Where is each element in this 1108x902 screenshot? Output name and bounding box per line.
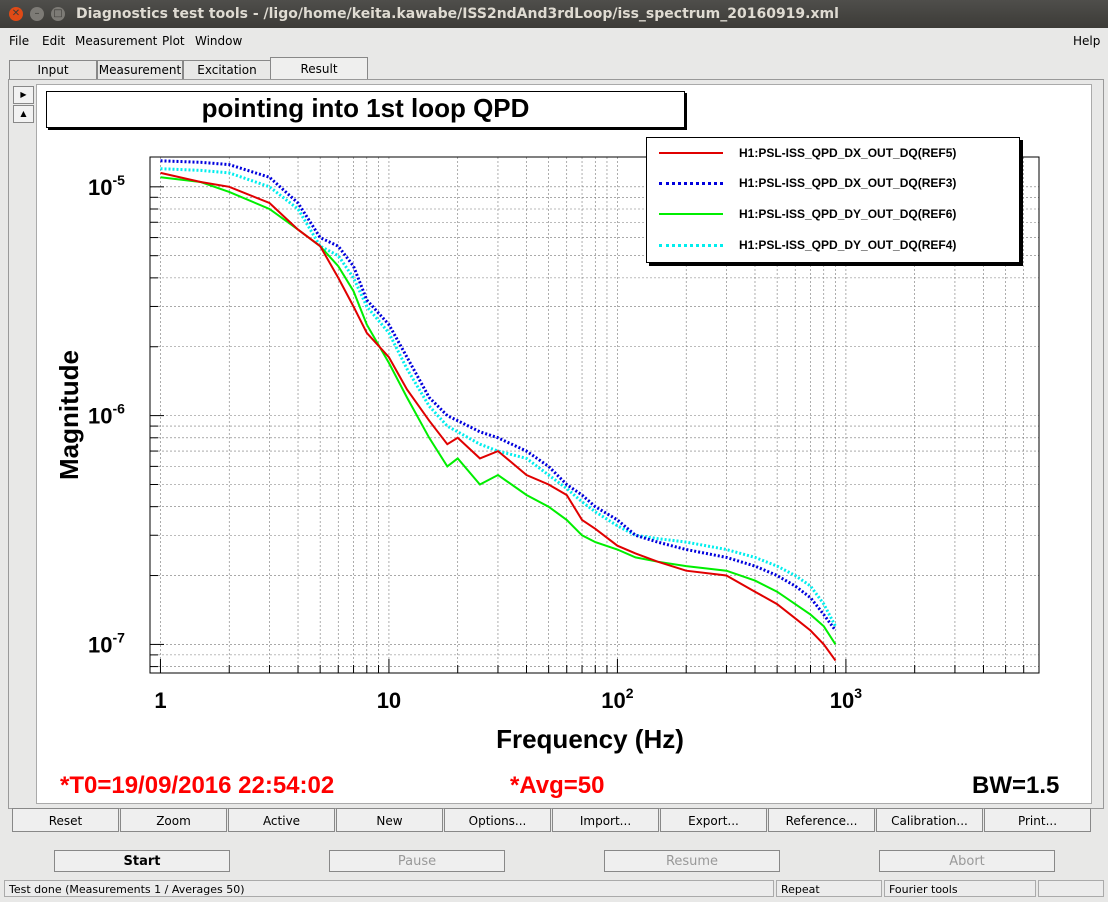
plot-toolbar: Reset Zoom Active New Options... Import.… (10, 808, 1095, 834)
menu-measurement[interactable]: Measurement (75, 34, 158, 48)
menu-window[interactable]: Window (195, 34, 243, 48)
legend-swatch-ref3 (659, 182, 723, 185)
menu-file[interactable]: File (9, 34, 30, 48)
legend-entry-ref3: H1:PSL-ISS_QPD_DX_OUT_DQ(REF3) (647, 171, 1019, 195)
tab-measurement[interactable]: Measurement (97, 60, 183, 79)
legend-label-ref6: H1:PSL-ISS_QPD_DY_OUT_DQ(REF6) (739, 207, 957, 221)
avg-label: *Avg=50 (510, 772, 605, 799)
tab-result[interactable]: Result (270, 57, 368, 80)
t0-label: *T0=19/09/2016 22:54:02 (60, 772, 335, 799)
tab-bar: Input Measurement Excitation Result (0, 54, 1108, 80)
menu-bar: File Edit Measurement Plot Window Help (0, 28, 1108, 54)
legend-entry-ref6: H1:PSL-ISS_QPD_DY_OUT_DQ(REF6) (647, 202, 1019, 226)
chart-legend: H1:PSL-ISS_QPD_DX_OUT_DQ(REF5) H1:PSL-IS… (646, 137, 1020, 263)
legend-entry-ref5: H1:PSL-ISS_QPD_DX_OUT_DQ(REF5) (647, 141, 1019, 165)
menu-help[interactable]: Help (1073, 34, 1101, 48)
status-tool: Fourier tools (884, 880, 1036, 897)
legend-swatch-ref5 (659, 152, 723, 154)
triangle-up-icon: ▲ (20, 109, 27, 118)
legend-swatch-ref4 (659, 244, 723, 247)
maximize-icon[interactable]: □ (51, 7, 65, 21)
status-message: Test done (Measurements 1 / Averages 50) (4, 880, 774, 897)
legend-swatch-ref6 (659, 213, 723, 215)
menu-plot[interactable]: Plot (162, 34, 185, 48)
tab-input[interactable]: Input (9, 60, 97, 79)
window-titlebar: ✕ – □ Diagnostics test tools - /ligo/hom… (0, 0, 1108, 28)
legend-label-ref5: H1:PSL-ISS_QPD_DX_OUT_DQ(REF5) (739, 146, 957, 160)
options-button[interactable]: Options... (444, 808, 551, 832)
tab-excitation[interactable]: Excitation (183, 60, 271, 79)
print-button[interactable]: Print... (984, 808, 1091, 832)
export-button[interactable]: Export... (660, 808, 767, 832)
triangle-right-icon: ▶ (20, 90, 27, 99)
active-button[interactable]: Active (228, 808, 335, 832)
legend-entry-ref4: H1:PSL-ISS_QPD_DY_OUT_DQ(REF4) (647, 233, 1019, 257)
zoom-button[interactable]: Zoom (120, 808, 227, 832)
reset-button[interactable]: Reset (12, 808, 119, 832)
legend-label-ref4: H1:PSL-ISS_QPD_DY_OUT_DQ(REF4) (739, 238, 957, 252)
status-extra (1038, 880, 1104, 897)
new-button[interactable]: New (336, 808, 443, 832)
abort-button[interactable]: Abort (879, 850, 1055, 872)
status-bar: Test done (Measurements 1 / Averages 50)… (0, 878, 1108, 900)
pad-down-button[interactable]: ▲ (13, 105, 34, 123)
calibration-button[interactable]: Calibration... (876, 808, 983, 832)
pause-button[interactable]: Pause (329, 850, 505, 872)
bw-label: BW=1.5 (972, 772, 1060, 799)
minimize-icon[interactable]: – (30, 7, 44, 21)
close-icon[interactable]: ✕ (9, 7, 23, 21)
window-title: Diagnostics test tools - /ligo/home/keit… (76, 6, 839, 22)
legend-label-ref3: H1:PSL-ISS_QPD_DX_OUT_DQ(REF3) (739, 176, 957, 190)
status-mode: Repeat (776, 880, 882, 897)
plot-title: pointing into 1st loop QPD (46, 91, 685, 128)
reference-button[interactable]: Reference... (768, 808, 875, 832)
menu-edit[interactable]: Edit (42, 34, 66, 48)
pad-up-button[interactable]: ▶ (13, 86, 34, 104)
import-button[interactable]: Import... (552, 808, 659, 832)
resume-button[interactable]: Resume (604, 850, 780, 872)
start-button[interactable]: Start (54, 850, 230, 872)
